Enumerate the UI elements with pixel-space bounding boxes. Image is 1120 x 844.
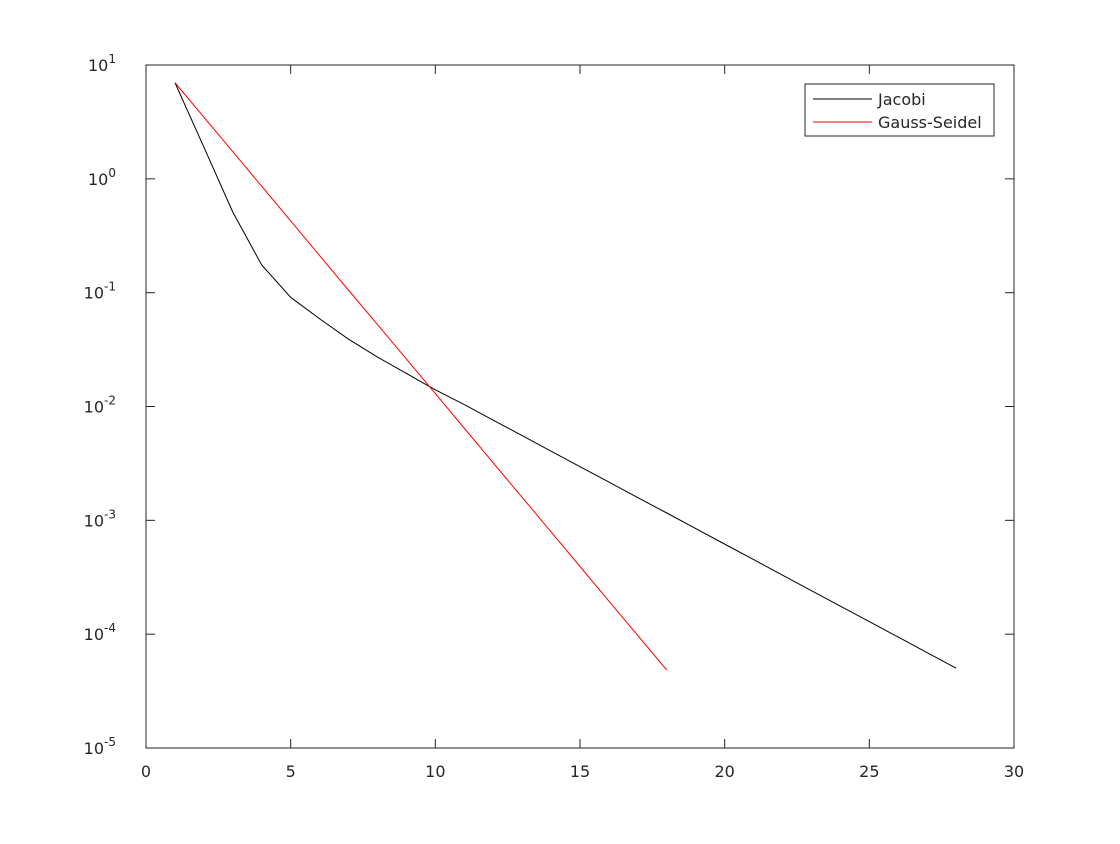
plot-box [145, 64, 1015, 749]
x-tick-label: 25 [859, 762, 879, 781]
y-tick-label: 10-2 [84, 394, 116, 417]
x-tick-label: 10 [425, 762, 445, 781]
y-tick-label: 10-5 [84, 735, 116, 758]
y-tick-base: 10 [84, 398, 104, 417]
y-tick-label: 10-4 [84, 621, 116, 644]
x-tick-label: 30 [1004, 762, 1024, 781]
legend-label: Jacobi [877, 90, 926, 109]
y-tick-base: 10 [84, 284, 104, 303]
y-tick-base: 10 [84, 625, 104, 644]
y-tick-label: 10-3 [84, 507, 116, 530]
y-tick-label: 10-1 [84, 280, 116, 303]
x-tick-label: 0 [141, 762, 151, 781]
x-tick-label: 15 [570, 762, 590, 781]
y-tick-exponent: -5 [104, 735, 116, 749]
y-tick-base: 10 [88, 56, 108, 75]
y-tick-base: 10 [88, 170, 108, 189]
series-line [174, 82, 668, 671]
y-tick-exponent: -3 [104, 507, 116, 521]
y-tick-label: 100 [88, 166, 116, 189]
x-tick-label: 20 [714, 762, 734, 781]
legend-label: Gauss-Seidel [878, 113, 982, 132]
series-line [174, 82, 957, 669]
y-tick-exponent: -4 [104, 621, 116, 635]
y-tick-exponent: 1 [108, 52, 116, 66]
x-tick-label: 5 [286, 762, 296, 781]
y-tick-exponent: 0 [108, 166, 116, 180]
legend-box [804, 83, 995, 137]
y-tick-exponent: -2 [104, 394, 116, 408]
y-tick-exponent: -1 [104, 280, 116, 294]
y-tick-base: 10 [84, 511, 104, 530]
y-tick-base: 10 [84, 739, 104, 758]
y-tick-label: 101 [88, 52, 116, 75]
